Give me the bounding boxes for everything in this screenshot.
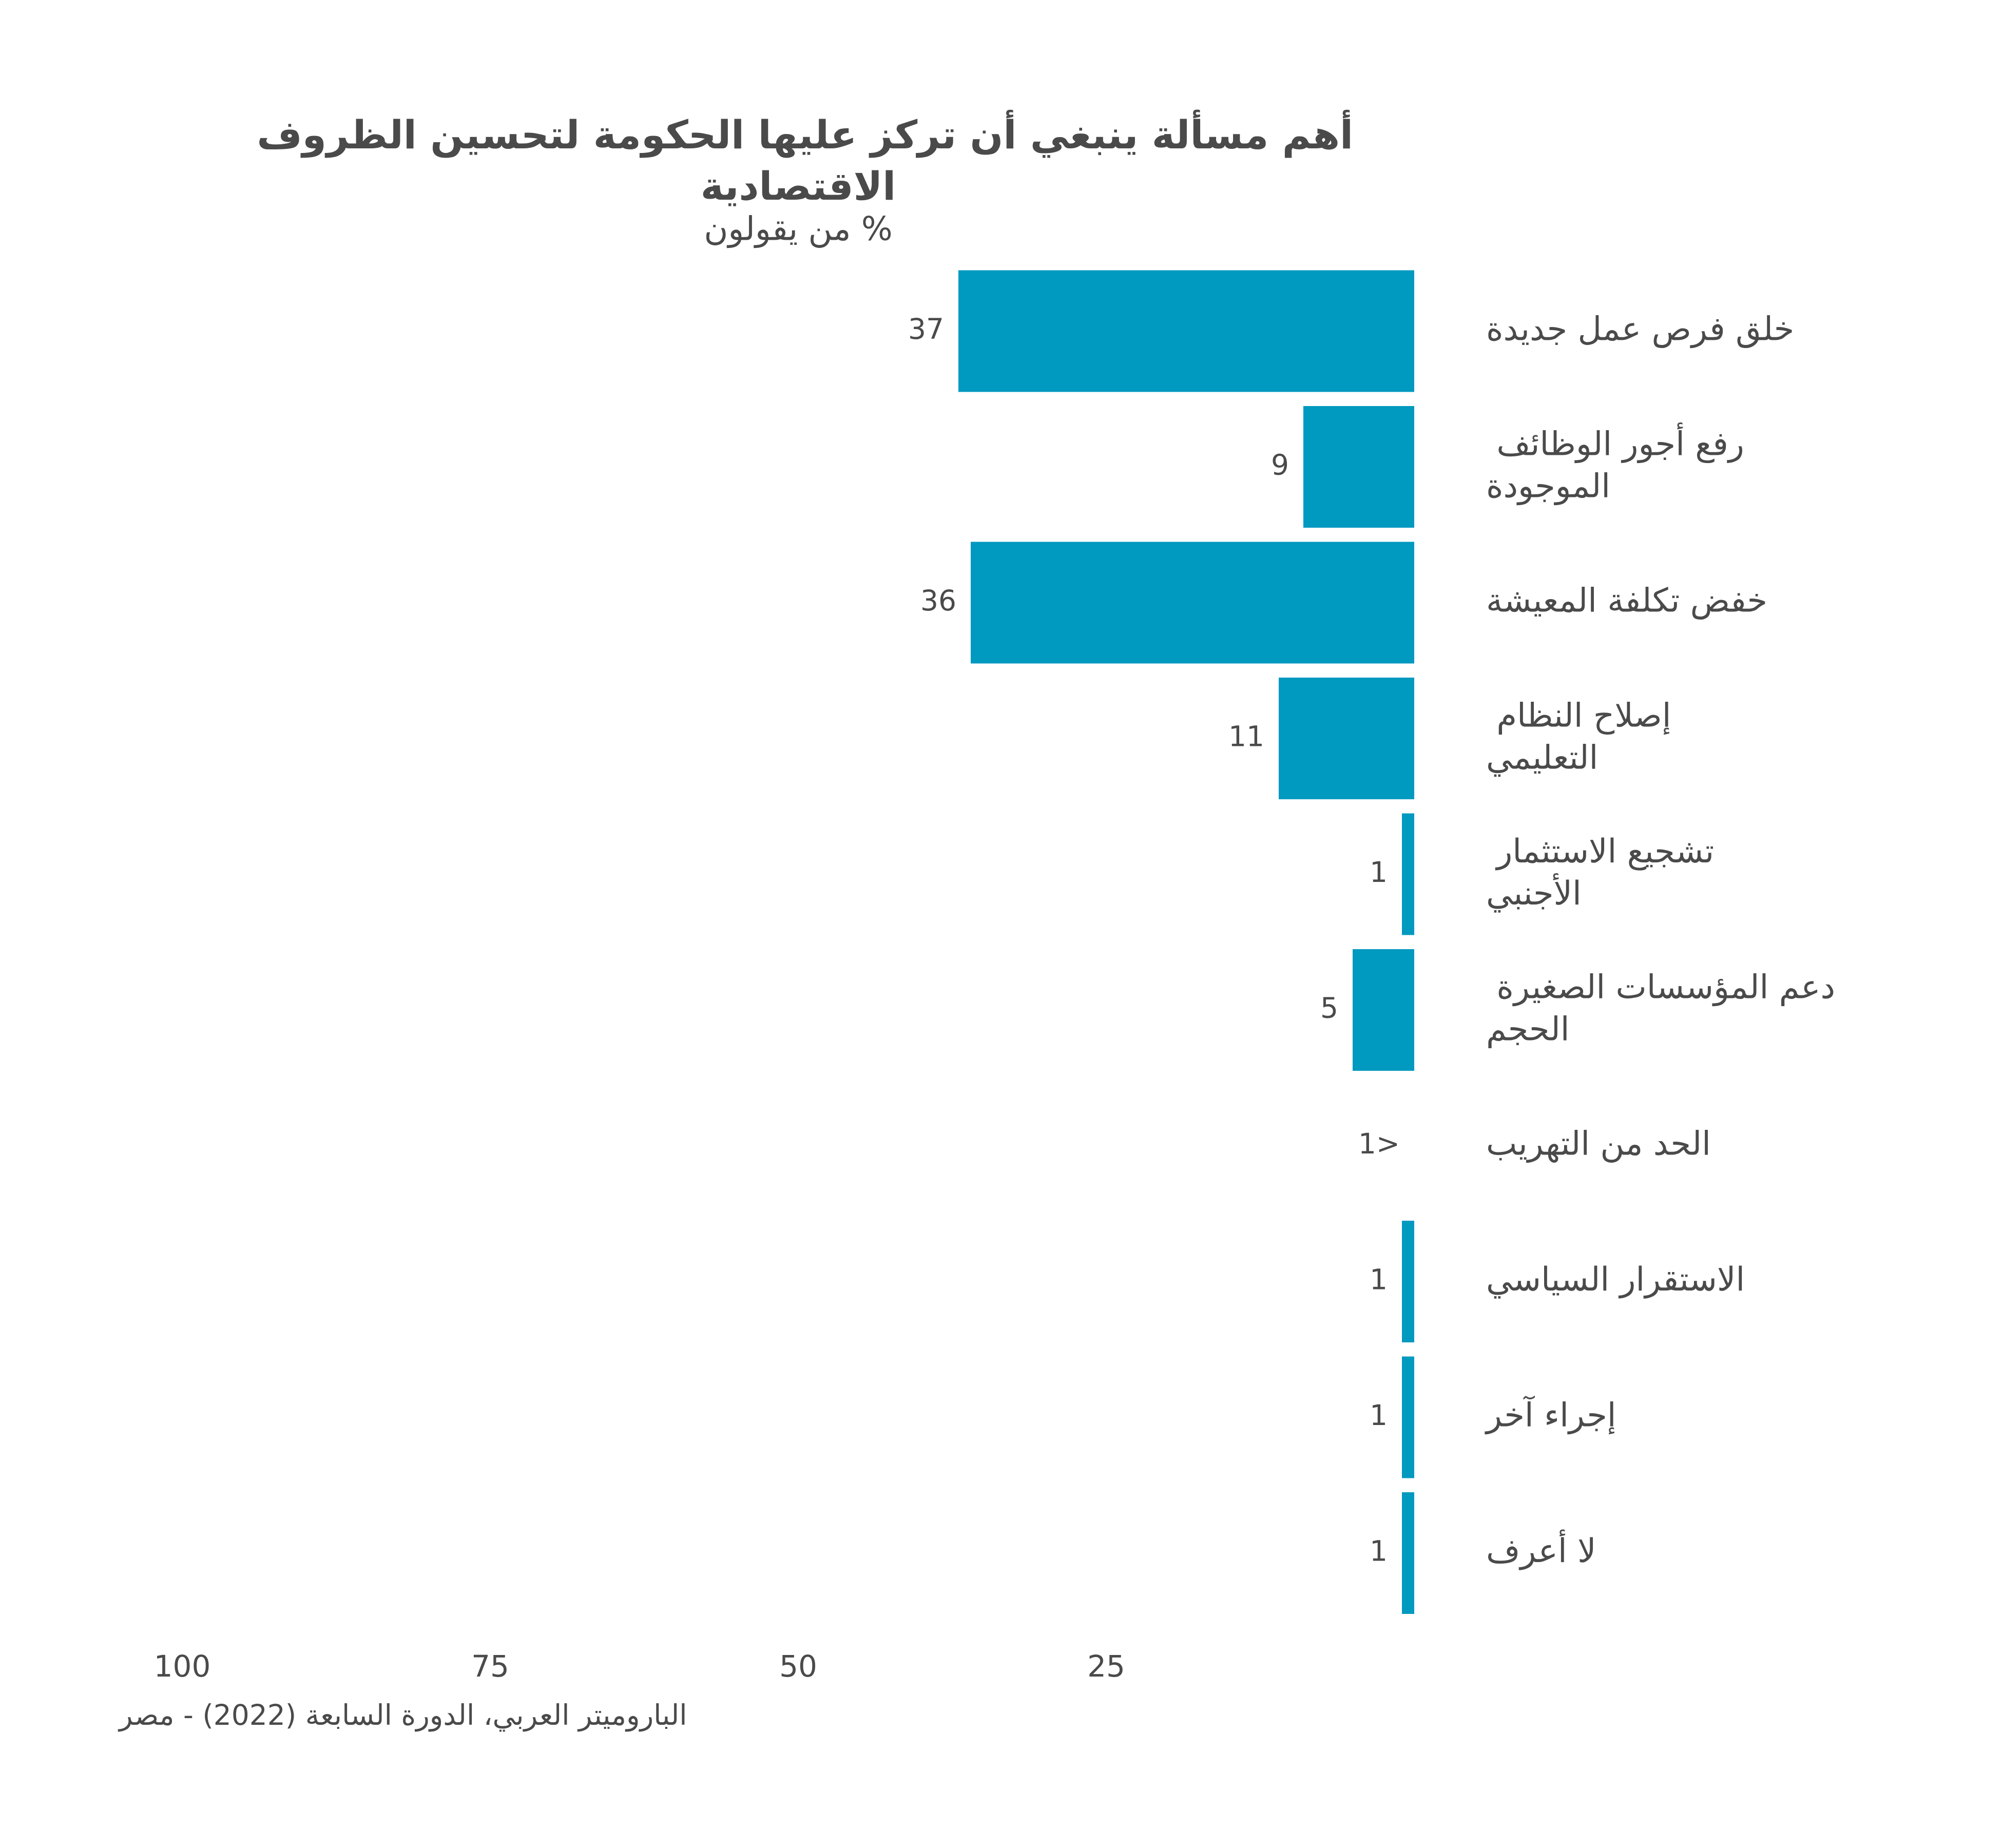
bar — [1303, 406, 1414, 528]
category-label: إجراء آخر — [1485, 1395, 1616, 1435]
bar — [1402, 1492, 1414, 1614]
x-tick-label: 25 — [1087, 1649, 1125, 1684]
category-label: إصلاح النظام التعليمي — [1486, 697, 1671, 777]
bar — [1279, 678, 1414, 799]
value-label: 1 — [1370, 856, 1388, 889]
value-label: <1 — [1358, 1127, 1400, 1160]
category-label: خلق فرص عمل جديدة — [1486, 311, 1794, 349]
category-label: خفض تكلفة المعيشة — [1486, 582, 1767, 620]
bar — [1353, 949, 1414, 1071]
x-tick-label: 50 — [779, 1649, 817, 1684]
value-label: 1 — [1370, 1535, 1388, 1568]
x-tick-label: 75 — [471, 1649, 509, 1684]
source-note: الباروميتر العربي، الدورة السابعة (2022)… — [118, 1699, 687, 1732]
category-label: لا أعرف — [1486, 1529, 1596, 1570]
category-label: الاستقرار السياسي — [1486, 1261, 1745, 1299]
bar — [958, 270, 1414, 392]
value-label: 5 — [1320, 992, 1338, 1025]
value-label: 9 — [1271, 449, 1289, 482]
category-label: دعم المؤسسات الصغيرة الحجم — [1486, 968, 1835, 1048]
bar — [1402, 1356, 1414, 1478]
value-label: 37 — [908, 313, 944, 345]
value-label: 1 — [1370, 1263, 1388, 1296]
bar — [1402, 813, 1414, 935]
value-label: 11 — [1228, 720, 1264, 753]
bar — [1402, 1221, 1414, 1342]
value-label: 36 — [920, 584, 956, 617]
category-label: الحد من التهريب — [1486, 1125, 1711, 1163]
bar — [971, 542, 1414, 664]
x-tick-label: 100 — [154, 1649, 211, 1684]
category-label: تشجيع الاستثمار الأجنبي — [1486, 833, 1714, 913]
category-label: رفع أجور الوظائف الموجودة — [1486, 422, 1744, 505]
chart-title: أهم مسألة ينبغي أن تركز عليها الحكومة لت… — [243, 109, 1353, 209]
value-label: 1 — [1370, 1399, 1388, 1432]
chart-subtitle: % من يقولون — [704, 210, 892, 248]
